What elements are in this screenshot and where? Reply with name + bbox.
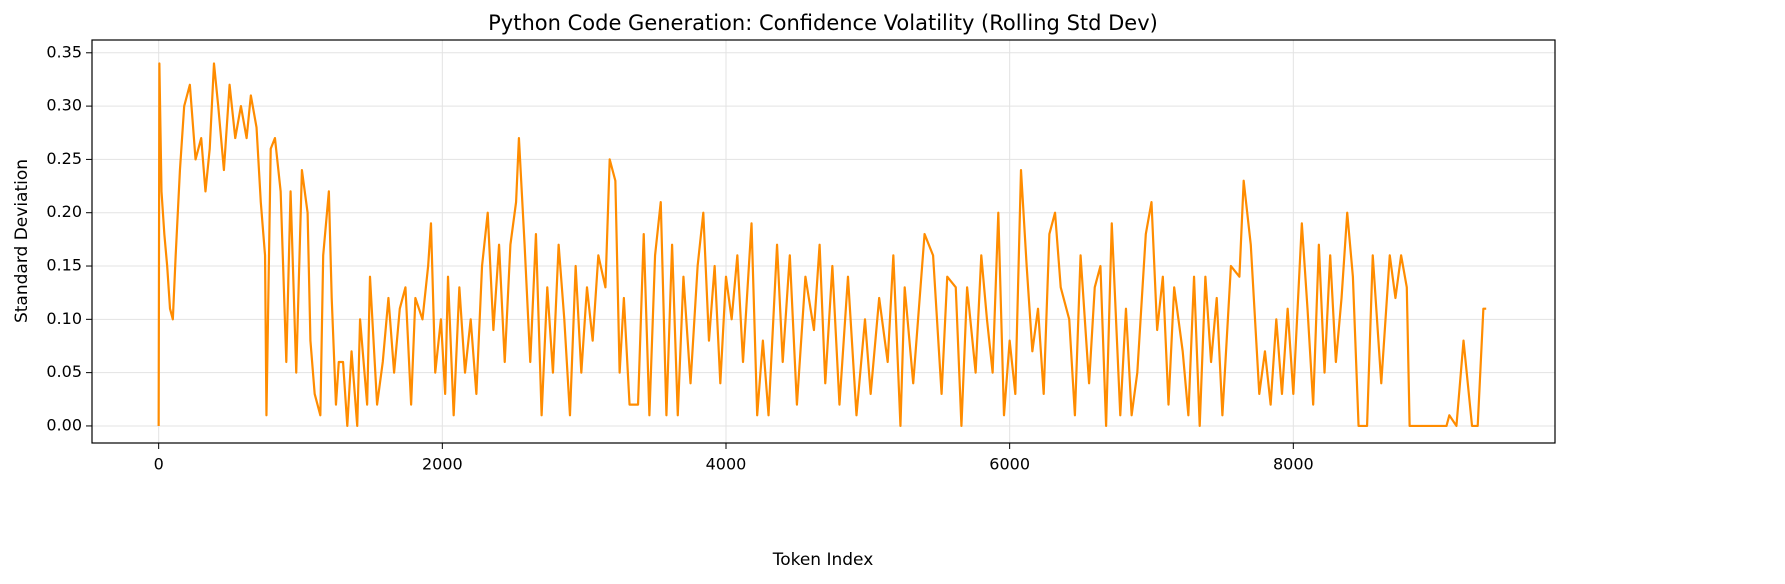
x-tick-label: 2000	[422, 455, 463, 474]
y-tick-label: 0.00	[46, 415, 82, 434]
x-axis-label: Token Index	[772, 550, 874, 570]
y-tick-label: 0.05	[46, 362, 82, 381]
x-tick-label: 6000	[989, 455, 1030, 474]
plot-frame	[91, 39, 1556, 444]
y-tick-label: 0.20	[46, 202, 82, 221]
y-tick-label: 0.30	[46, 96, 82, 115]
data-line	[157, 62, 1487, 428]
y-tick-label: 0.35	[46, 42, 82, 61]
x-tick-label: 0	[154, 455, 164, 474]
y-tick-label: 0.25	[46, 149, 82, 168]
x-tick-label: 8000	[1273, 455, 1314, 474]
x-tick-label: 4000	[706, 455, 747, 474]
y-tick-label: 0.10	[46, 309, 82, 328]
y-axis-label: Standard Deviation	[12, 159, 32, 323]
chart-title: Python Code Generation: Confidence Volat…	[488, 11, 1158, 35]
y-tick-label: 0.15	[46, 256, 82, 275]
